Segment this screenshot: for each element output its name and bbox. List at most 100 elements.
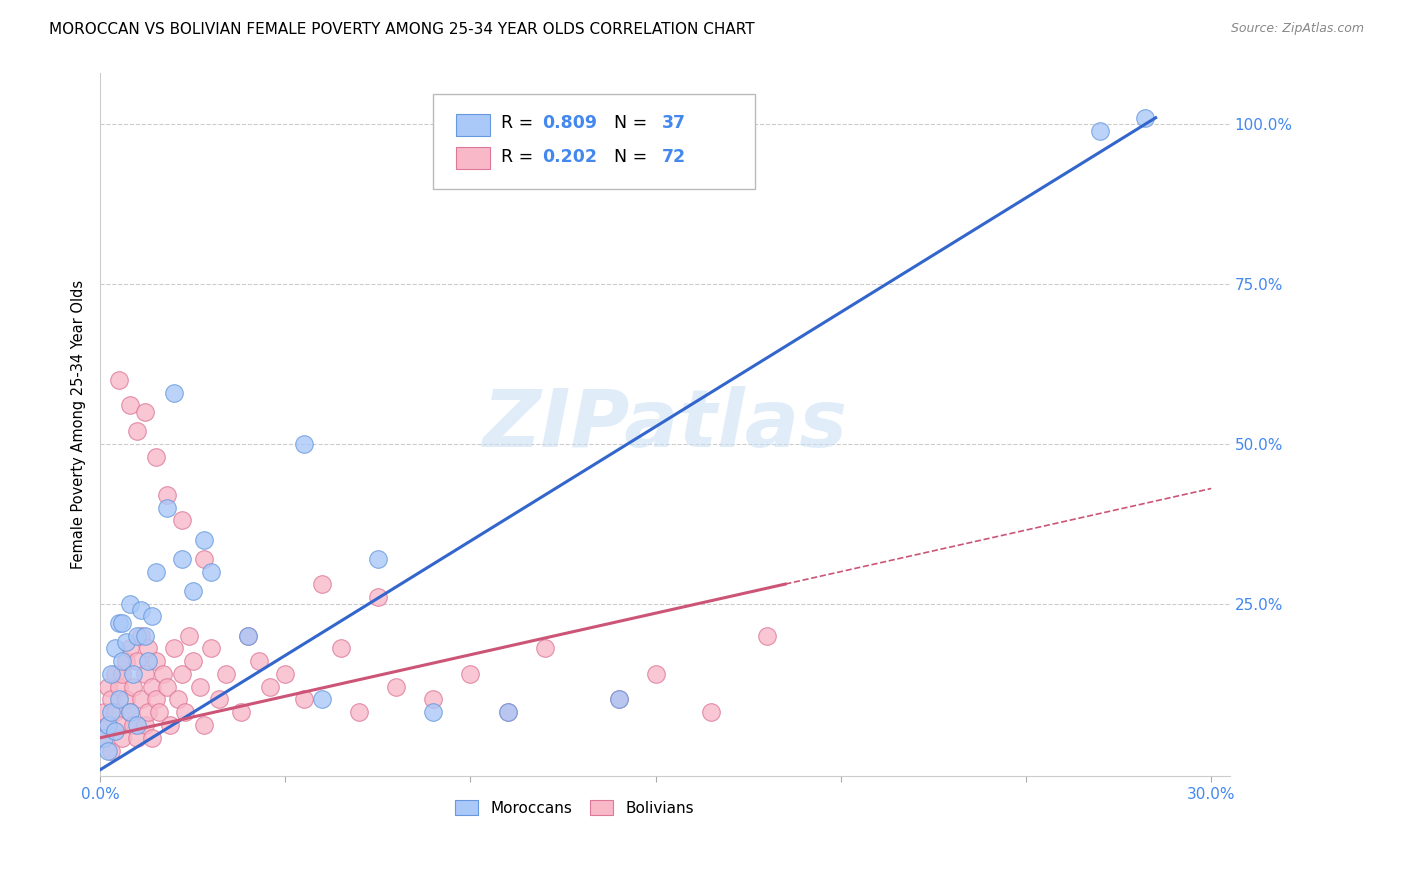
Point	[115, 635, 138, 649]
Point	[107, 692, 129, 706]
Point	[96, 680, 118, 694]
Point	[145, 692, 167, 706]
Point	[107, 615, 129, 630]
Point	[111, 666, 134, 681]
Point	[292, 436, 315, 450]
Point	[141, 680, 163, 694]
Point	[107, 680, 129, 694]
Point	[100, 692, 122, 706]
Y-axis label: Female Poverty Among 25-34 Year Olds: Female Poverty Among 25-34 Year Olds	[72, 280, 86, 569]
Point	[755, 628, 778, 642]
Text: Source: ZipAtlas.com: Source: ZipAtlas.com	[1230, 22, 1364, 36]
Text: ZIPatlas: ZIPatlas	[482, 385, 848, 464]
Point	[607, 692, 630, 706]
Point	[259, 680, 281, 694]
Point	[148, 705, 170, 719]
Point	[193, 533, 215, 547]
Text: 72: 72	[662, 148, 686, 166]
Point	[329, 641, 352, 656]
Point	[111, 654, 134, 668]
Point	[700, 705, 723, 719]
Text: MOROCCAN VS BOLIVIAN FEMALE POVERTY AMONG 25-34 YEAR OLDS CORRELATION CHART: MOROCCAN VS BOLIVIAN FEMALE POVERTY AMON…	[49, 22, 755, 37]
Point	[104, 641, 127, 656]
FancyBboxPatch shape	[433, 94, 755, 189]
Point	[496, 705, 519, 719]
Point	[129, 628, 152, 642]
Point	[134, 628, 156, 642]
Point	[100, 743, 122, 757]
Point	[422, 692, 444, 706]
Point	[215, 666, 238, 681]
Point	[129, 603, 152, 617]
Point	[170, 666, 193, 681]
Point	[115, 692, 138, 706]
Point	[134, 666, 156, 681]
Point	[247, 654, 270, 668]
Point	[174, 705, 197, 719]
Point	[111, 615, 134, 630]
Point	[107, 373, 129, 387]
Point	[644, 666, 666, 681]
Point	[163, 641, 186, 656]
Point	[181, 654, 204, 668]
Point	[118, 705, 141, 719]
Point	[156, 500, 179, 515]
Point	[193, 718, 215, 732]
Point	[111, 731, 134, 745]
Point	[1133, 111, 1156, 125]
Point	[200, 565, 222, 579]
Point	[422, 705, 444, 719]
Point	[115, 654, 138, 668]
Text: 0.202: 0.202	[541, 148, 596, 166]
Legend: Moroccans, Bolivians: Moroccans, Bolivians	[446, 790, 703, 825]
Point	[274, 666, 297, 681]
Text: R =: R =	[501, 114, 538, 133]
Point	[188, 680, 211, 694]
Point	[118, 641, 141, 656]
Point	[104, 724, 127, 739]
Point	[181, 583, 204, 598]
Point	[96, 743, 118, 757]
Point	[170, 551, 193, 566]
Point	[229, 705, 252, 719]
Point	[118, 398, 141, 412]
Point	[311, 577, 333, 591]
Point	[136, 641, 159, 656]
Point	[122, 680, 145, 694]
Point	[118, 597, 141, 611]
Point	[134, 718, 156, 732]
Point	[156, 488, 179, 502]
Point	[385, 680, 408, 694]
Point	[127, 654, 149, 668]
Point	[367, 551, 389, 566]
Point	[177, 628, 200, 642]
Point	[127, 628, 149, 642]
Point	[238, 628, 260, 642]
Point	[170, 513, 193, 527]
Point	[533, 641, 555, 656]
Point	[122, 666, 145, 681]
Text: 37: 37	[662, 114, 686, 133]
Point	[311, 692, 333, 706]
Point	[145, 450, 167, 464]
Text: N =: N =	[603, 148, 652, 166]
Point	[93, 731, 115, 745]
Point	[100, 705, 122, 719]
Point	[1088, 123, 1111, 137]
Text: N =: N =	[603, 114, 652, 133]
Text: 0.809: 0.809	[541, 114, 596, 133]
Point	[93, 705, 115, 719]
Point	[349, 705, 371, 719]
Point	[134, 405, 156, 419]
Point	[292, 692, 315, 706]
Point	[127, 731, 149, 745]
Point	[129, 692, 152, 706]
Point	[141, 609, 163, 624]
FancyBboxPatch shape	[456, 114, 489, 136]
Point	[167, 692, 190, 706]
Point	[163, 385, 186, 400]
Point	[122, 718, 145, 732]
FancyBboxPatch shape	[456, 147, 489, 169]
Point	[141, 731, 163, 745]
Point	[193, 551, 215, 566]
